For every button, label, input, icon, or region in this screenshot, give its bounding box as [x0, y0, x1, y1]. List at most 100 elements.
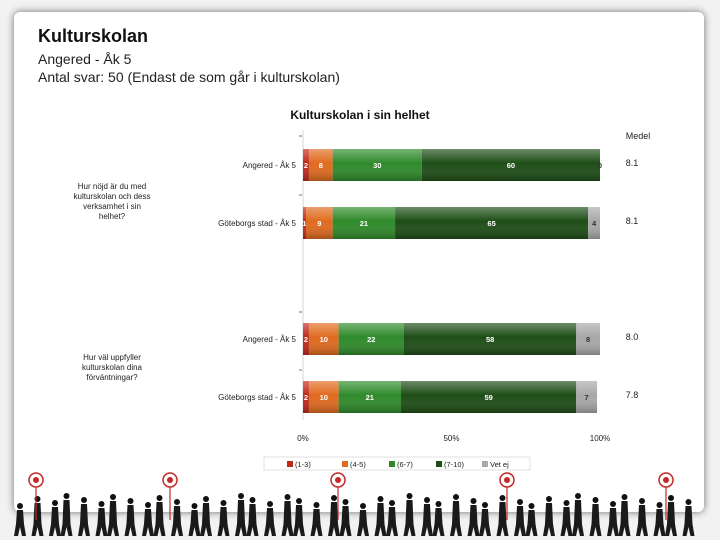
mean-value-label: 8.1 — [626, 216, 639, 226]
bar-data-label: 59 — [484, 393, 492, 402]
bar-segment-shade — [588, 207, 600, 239]
person-silhouette-body — [310, 509, 323, 536]
person-silhouette-head — [656, 502, 663, 508]
mean-value-label: 7.8 — [626, 390, 639, 400]
person-silhouette-head — [296, 498, 302, 504]
bar-segment-shade — [403, 323, 577, 355]
person-silhouette-head — [17, 503, 23, 509]
bar-data-label: 8 — [319, 161, 323, 170]
person-silhouette-body — [665, 502, 677, 536]
bar-data-label: 21 — [366, 393, 374, 402]
legend-label: Vet ej — [490, 460, 509, 469]
person-silhouette-body — [636, 505, 648, 536]
person-silhouette-head — [406, 493, 413, 499]
legend-swatch — [389, 461, 395, 467]
person-silhouette-head — [639, 498, 645, 504]
bar-segment-shade — [308, 149, 333, 181]
respondent-count-label: Antal svar: 50 (Endast de som går i kult… — [38, 69, 340, 85]
bar-segment-shade — [305, 207, 333, 239]
person-silhouette-body — [560, 507, 573, 536]
person-silhouette-body — [339, 506, 352, 536]
legend-box — [263, 456, 531, 471]
person-silhouette-body — [386, 507, 398, 536]
target-marker-center-icon — [504, 477, 510, 483]
person-silhouette-body — [95, 508, 108, 536]
target-marker-center-icon — [335, 477, 341, 483]
bar-segment-shade — [308, 381, 339, 413]
person-silhouette-head — [517, 499, 523, 505]
person-silhouette-body — [60, 500, 73, 536]
person-silhouette-head — [81, 497, 87, 503]
x-tick-label: 0% — [297, 434, 309, 443]
person-silhouette-body — [264, 508, 276, 536]
bar-data-label: 10 — [320, 335, 328, 344]
person-silhouette-head — [110, 494, 116, 500]
person-silhouette-body — [403, 500, 416, 536]
person-silhouette-head — [249, 497, 256, 503]
person-silhouette-head — [98, 501, 105, 507]
person-silhouette-head — [331, 495, 337, 501]
person-silhouette-body — [171, 506, 183, 536]
person-silhouette-body — [421, 504, 433, 536]
person-silhouette-head — [127, 498, 134, 504]
person-silhouette-head — [435, 501, 442, 507]
bar-data-label: 22 — [367, 335, 375, 344]
person-silhouette-head — [482, 502, 488, 508]
person-silhouette-body — [525, 510, 538, 536]
bar-data-label: 21 — [360, 219, 368, 228]
person-silhouette-head — [621, 494, 628, 500]
bar-data-label: 1 — [302, 219, 306, 228]
bar-segment-shade — [332, 207, 396, 239]
person-silhouette-head — [377, 496, 384, 502]
person-silhouette-body — [49, 507, 61, 536]
person-silhouette-body — [14, 510, 26, 536]
bar-segment-shade — [303, 149, 309, 181]
bar-segment-shade — [332, 149, 422, 181]
person-silhouette-head — [220, 500, 227, 506]
person-silhouette-head — [267, 501, 273, 507]
x-tick-label: 100% — [590, 434, 610, 443]
person-silhouette-head — [499, 495, 506, 501]
target-marker-center-icon — [663, 477, 669, 483]
person-silhouette-head — [203, 496, 209, 502]
person-silhouette-head — [668, 495, 674, 501]
bar-data-label: 7 — [585, 393, 589, 402]
legend-label: (6-7) — [397, 460, 413, 469]
bar-segment-shade — [308, 323, 339, 355]
bar-segment-shade — [303, 323, 309, 355]
person-silhouette-body — [496, 502, 509, 536]
person-silhouette-body — [153, 502, 166, 536]
bar-category-label: Göteborgs stad - Åk 5 — [218, 219, 296, 228]
person-silhouette-body — [246, 504, 259, 536]
person-silhouette-head — [174, 499, 180, 505]
chart-title: Kulturskolan i sin helhet — [290, 108, 430, 122]
person-silhouette-head — [156, 495, 163, 501]
mean-value-label: 8.0 — [626, 332, 639, 342]
bar-segment-shade — [395, 207, 589, 239]
person-silhouette-head — [424, 497, 430, 503]
person-silhouette-body — [543, 503, 555, 536]
legend-swatch — [436, 461, 442, 467]
question-label: Hur väl uppfyller kulturskolan dina förvän… — [82, 353, 143, 382]
bar-segment-shade — [576, 381, 598, 413]
bar-data-label: 8 — [586, 335, 590, 344]
person-silhouette-body — [217, 507, 230, 536]
target-marker-center-icon — [167, 477, 173, 483]
person-silhouette-body — [607, 508, 619, 536]
legend-swatch — [342, 461, 348, 467]
person-silhouette-body — [142, 509, 154, 536]
person-silhouette-head — [610, 501, 616, 507]
person-silhouette-head — [342, 499, 349, 505]
target-marker-center-icon — [33, 477, 39, 483]
person-silhouette-body — [328, 502, 340, 536]
person-silhouette-body — [514, 506, 526, 536]
person-silhouette-body — [572, 500, 584, 536]
person-silhouette-body — [78, 504, 90, 536]
school-grade-label: Angered - Åk 5 — [38, 51, 132, 67]
person-silhouette-head — [453, 494, 459, 500]
person-silhouette-head — [191, 503, 198, 509]
bar-segment-shade — [303, 207, 306, 239]
person-silhouette-body — [124, 505, 137, 536]
bar-segment-shade — [338, 323, 404, 355]
